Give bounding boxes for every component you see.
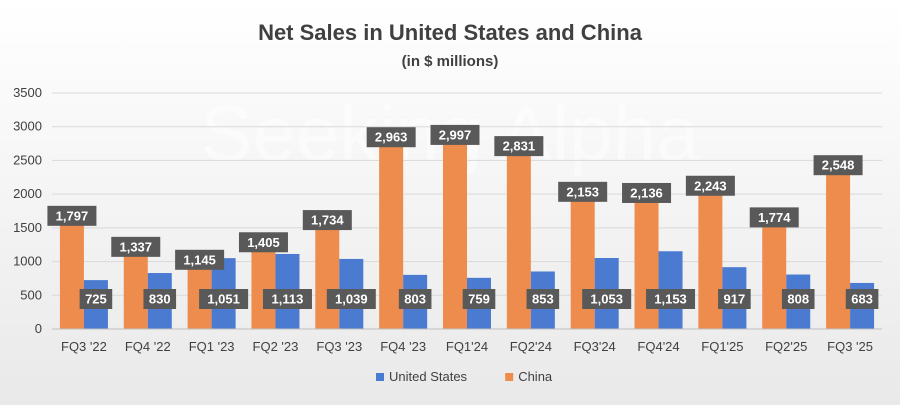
us-data-label-box <box>143 289 177 309</box>
china-data-label: 1,405 <box>247 235 280 250</box>
x-tick-label: FQ3 '25 <box>827 339 873 354</box>
legend-label: China <box>518 369 553 384</box>
china-data-label-box <box>366 127 416 148</box>
us-data-label: 917 <box>724 292 746 307</box>
chart-title: Net Sales in United States and China <box>258 20 643 45</box>
us-data-label: 1,051 <box>207 292 240 307</box>
china-data-label-box <box>302 210 352 231</box>
x-tick-label: FQ2'25 <box>765 339 807 354</box>
china-data-label-box <box>238 232 288 253</box>
china-data-label: 1,797 <box>56 208 89 223</box>
us-data-label: 725 <box>85 292 107 307</box>
legend-label: United States <box>389 369 468 384</box>
us-data-label-box <box>845 289 879 309</box>
china-data-label: 2,997 <box>439 127 472 142</box>
china-data-label-box <box>430 124 480 145</box>
china-data-label: 2,548 <box>822 158 855 173</box>
us-data-label: 1,039 <box>335 292 368 307</box>
china-bar <box>59 207 84 329</box>
x-tick-label: FQ1'24 <box>446 339 488 354</box>
china-data-label: 2,963 <box>375 130 408 145</box>
china-data-label-box <box>47 205 97 226</box>
x-tick-label: FQ3'24 <box>574 339 616 354</box>
china-data-label: 2,831 <box>503 139 536 154</box>
us-data-label-box <box>646 289 696 309</box>
china-data-label-box <box>622 182 672 203</box>
x-tick-label: FQ3 '23 <box>316 339 362 354</box>
china-data-label-box <box>494 136 544 157</box>
china-bar <box>315 212 340 329</box>
x-tick-label: FQ4 '23 <box>380 339 426 354</box>
y-axis-ticks: 0 500 1000 1500 2000 2500 3000 3500 <box>13 85 42 336</box>
us-data-label-box <box>526 289 560 309</box>
y-tick-label: 3500 <box>13 85 42 100</box>
us-data-label: 1,053 <box>590 292 623 307</box>
data-labels: 1,797 725 1,337 830 1,145 1,051 1,405 1,113 1,73… <box>47 124 879 309</box>
china-bar <box>762 209 787 329</box>
y-tick-label: 1500 <box>13 220 42 235</box>
us-data-label-box <box>79 289 113 309</box>
x-tick-label: FQ4 '22 <box>125 339 171 354</box>
us-data-label-box <box>326 289 376 309</box>
us-data-label: 808 <box>787 292 809 307</box>
china-data-label-box <box>175 249 225 270</box>
china-data-label: 2,136 <box>630 185 663 200</box>
china-data-label-box <box>749 207 799 228</box>
us-data-label-box <box>718 289 751 309</box>
china-data-label: 2,243 <box>694 178 727 193</box>
x-tick-label: FQ3 '22 <box>61 339 107 354</box>
us-data-label: 803 <box>404 292 426 307</box>
y-tick-label: 0 <box>35 321 42 336</box>
china-data-label-box <box>111 236 161 257</box>
us-data-label: 759 <box>468 292 490 307</box>
legend-swatch <box>376 373 384 381</box>
x-tick-label: FQ1 '23 <box>189 339 235 354</box>
us-data-label-box <box>781 289 815 309</box>
us-data-label: 1,153 <box>654 292 687 307</box>
us-data-label: 683 <box>851 292 873 307</box>
us-data-label-box <box>582 289 632 309</box>
us-data-label-box <box>262 289 312 309</box>
y-tick-label: 1000 <box>13 254 42 269</box>
us-data-label-box <box>462 289 496 309</box>
us-data-label: 853 <box>532 292 554 307</box>
y-tick-label: 2000 <box>13 186 42 201</box>
y-tick-label: 3000 <box>13 119 42 134</box>
china-bar <box>123 238 148 329</box>
x-tick-label: FQ2 '23 <box>253 339 299 354</box>
china-data-label: 1,774 <box>758 210 791 225</box>
china-data-label: 1,145 <box>183 252 216 267</box>
legend-swatch <box>505 373 514 381</box>
x-tick-label: FQ1'25 <box>701 339 743 354</box>
china-data-label-box <box>558 181 608 202</box>
x-tick-label: FQ2'24 <box>510 339 552 354</box>
legend: United States China <box>376 369 553 384</box>
us-data-label: 1,113 <box>272 292 304 307</box>
us-data-label-box <box>398 289 432 309</box>
china-data-label: 1,734 <box>311 213 344 228</box>
us-data-label-box <box>199 289 249 309</box>
china-data-label: 1,337 <box>119 239 152 254</box>
x-axis-ticks: FQ3 '22 FQ4 '22 FQ1 '23 FQ2 '23 FQ3 '23 FQ4 '… <box>61 339 873 354</box>
y-tick-label: 500 <box>20 287 42 302</box>
y-tick-label: 2500 <box>13 152 42 167</box>
china-data-label: 2,153 <box>566 184 599 199</box>
us-data-label: 830 <box>149 292 171 307</box>
china-data-label-box <box>813 155 863 176</box>
china-data-label-box <box>685 175 735 196</box>
chart-subtitle: (in $ millions) <box>402 53 499 70</box>
x-tick-label: FQ4'24 <box>637 339 679 354</box>
